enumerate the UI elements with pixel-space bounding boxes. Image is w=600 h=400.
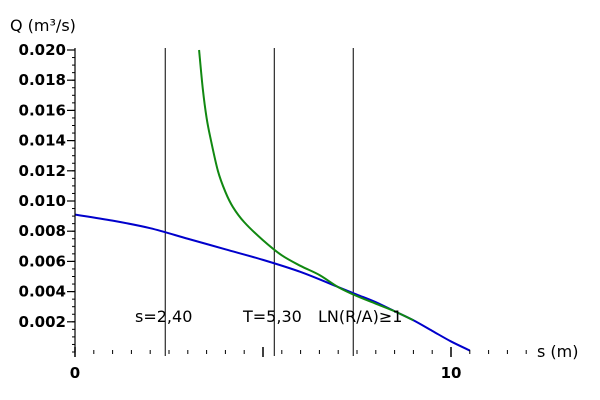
reference-line-label: s=2,40	[135, 307, 192, 326]
annotations: s=2,40 T=5,30 LN(R/A)≥1	[135, 307, 402, 326]
reference-lines	[164, 48, 354, 356]
y-tick-label: 0.008	[19, 222, 66, 240]
x-tick-label: 0	[70, 364, 80, 382]
series-line-2	[198, 49, 414, 322]
series-line-1	[74, 213, 471, 352]
y-tick-label: 0.010	[19, 192, 66, 210]
reference-line-label: T=5,30	[242, 307, 302, 326]
x-tick-label: 10	[441, 364, 462, 382]
y-tick-label: 0.002	[19, 313, 66, 331]
y-tick-label: 0.012	[19, 162, 66, 180]
axes: 0.002 0.004 0.006 0.008 0.010 0.012 0.014 0.016…	[19, 41, 527, 382]
reference-line-label: LN(R/A)≥1	[318, 307, 402, 326]
y-tick-label: 0.014	[19, 132, 66, 150]
y-tick-label: 0.018	[19, 71, 66, 89]
x-axis-title: s (m)	[537, 342, 579, 361]
y-tick-label: 0.004	[19, 283, 66, 301]
y-axis-title: Q (m³/s)	[10, 16, 76, 35]
y-tick-label: 0.020	[19, 41, 66, 59]
data-series	[74, 49, 471, 352]
y-tick-label: 0.016	[19, 101, 66, 119]
y-tick-label: 0.006	[19, 252, 66, 270]
